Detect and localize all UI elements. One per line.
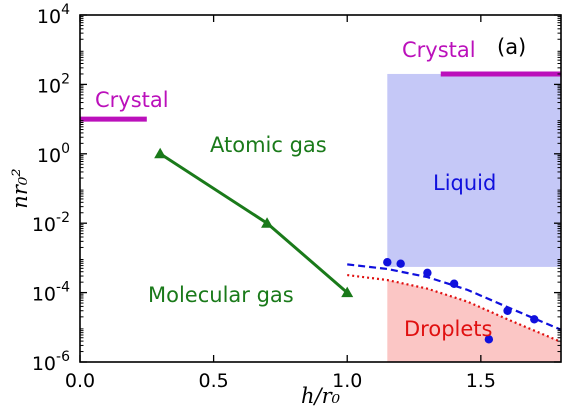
y-tick-label: 102 bbox=[37, 71, 70, 97]
curves-layer bbox=[347, 263, 561, 343]
plot-frame bbox=[79, 14, 562, 363]
gas-point bbox=[341, 286, 354, 298]
x-tick-label: 1.5 bbox=[466, 370, 496, 392]
liquid-data-point bbox=[484, 335, 494, 344]
crystal-label-left: Crystal bbox=[95, 88, 169, 112]
droplets-region bbox=[387, 280, 561, 362]
y-tick-label: 10-2 bbox=[32, 210, 70, 236]
regions-layer bbox=[387, 73, 561, 362]
panel-label: (a) bbox=[497, 35, 526, 59]
gas-point bbox=[154, 147, 167, 159]
liquid-data-point bbox=[396, 259, 405, 268]
molecular-gas-label: Molecular gas bbox=[148, 283, 294, 307]
liquid-data-point bbox=[423, 268, 432, 278]
y-tick-label: 100 bbox=[37, 141, 70, 167]
x-tick-label: 1.0 bbox=[332, 370, 362, 392]
y-tick-label: 10-4 bbox=[32, 280, 70, 306]
droplets-label: Droplets bbox=[404, 317, 492, 341]
gas-point bbox=[261, 217, 274, 228]
crystal-label-right: Crystal bbox=[402, 38, 476, 62]
liquid-region bbox=[387, 73, 561, 267]
labels-layer: h/r₀ nr₀² Crystal Crystal Atomic gas Molecula… bbox=[8, 35, 526, 408]
y-tick-label: 104 bbox=[37, 2, 70, 28]
liquid-boundary-dashed-line bbox=[347, 263, 561, 331]
x-tick-label: 0.5 bbox=[199, 370, 229, 392]
segments-layer bbox=[80, 71, 561, 122]
y-tick-label: 10-6 bbox=[32, 349, 70, 375]
atomic-gas-label: Atomic gas bbox=[210, 133, 327, 157]
droplet-boundary-dotted-line bbox=[347, 273, 561, 343]
gas-line bbox=[159, 152, 349, 294]
liquid-data-point bbox=[383, 258, 392, 267]
x-axis-label: h/r₀ bbox=[301, 384, 341, 408]
y-axis-label: nr₀² bbox=[8, 168, 32, 208]
liquid-label: Liquid bbox=[433, 171, 496, 195]
ticks-layer: 0.0 0.5 1.0 1.5 10-6 10-4 10-2 100 102 104 bbox=[32, 2, 561, 392]
liquid-data-point bbox=[503, 306, 512, 315]
liquid-data-point bbox=[449, 279, 459, 288]
liquid-data-point bbox=[530, 315, 539, 324]
points-layer bbox=[154, 147, 539, 344]
x-tick-label: 0.0 bbox=[65, 370, 95, 392]
